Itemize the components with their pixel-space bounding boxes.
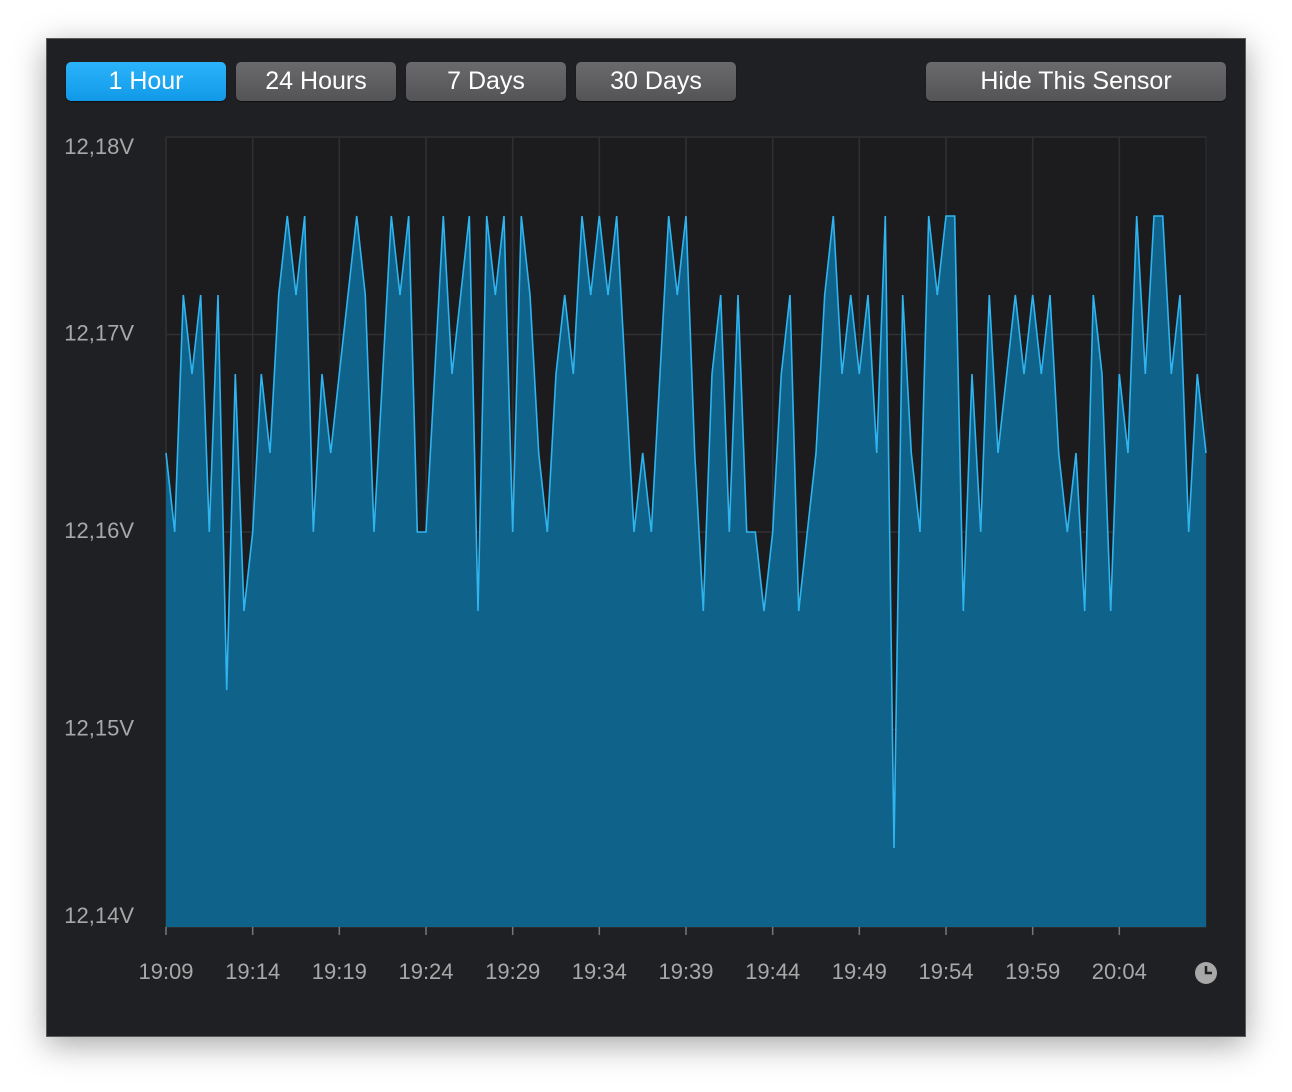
line [165, 215, 1207, 849]
range-button[interactable]: 30 Days [576, 62, 736, 101]
x-tick-label: 19:09 [138, 959, 193, 984]
x-tick-label: 19:44 [745, 959, 800, 984]
range-button[interactable]: 7 Days [406, 62, 566, 101]
range-button[interactable]: 24 Hours [236, 62, 396, 101]
x-tick-label: 19:34 [572, 959, 627, 984]
x-tick-label: 20:04 [1092, 959, 1147, 984]
y-tick-label: 12,15V [64, 715, 134, 740]
y-tick-label: 12,18V [64, 134, 134, 159]
y-tick-label: 12,14V [64, 903, 134, 928]
x-tick-label: 19:14 [225, 959, 280, 984]
area [166, 216, 1206, 927]
x-tick-label: 19:49 [832, 959, 887, 984]
clock-hands [1204, 966, 1212, 975]
x-tick-label: 19:29 [485, 959, 540, 984]
x-tick-label: 19:19 [312, 959, 367, 984]
x-tick-label: 19:54 [918, 959, 973, 984]
range-button[interactable]: 1 Hour [66, 62, 226, 101]
x-tick-label: 19:59 [1005, 959, 1060, 984]
x-tick-label: 19:24 [398, 959, 453, 984]
y-tick-label: 12,17V [64, 320, 134, 345]
hide-sensor-button[interactable]: Hide This Sensor [926, 62, 1226, 101]
x-tick-label: 19:39 [658, 959, 713, 984]
y-tick-label: 12,16V [64, 518, 134, 543]
